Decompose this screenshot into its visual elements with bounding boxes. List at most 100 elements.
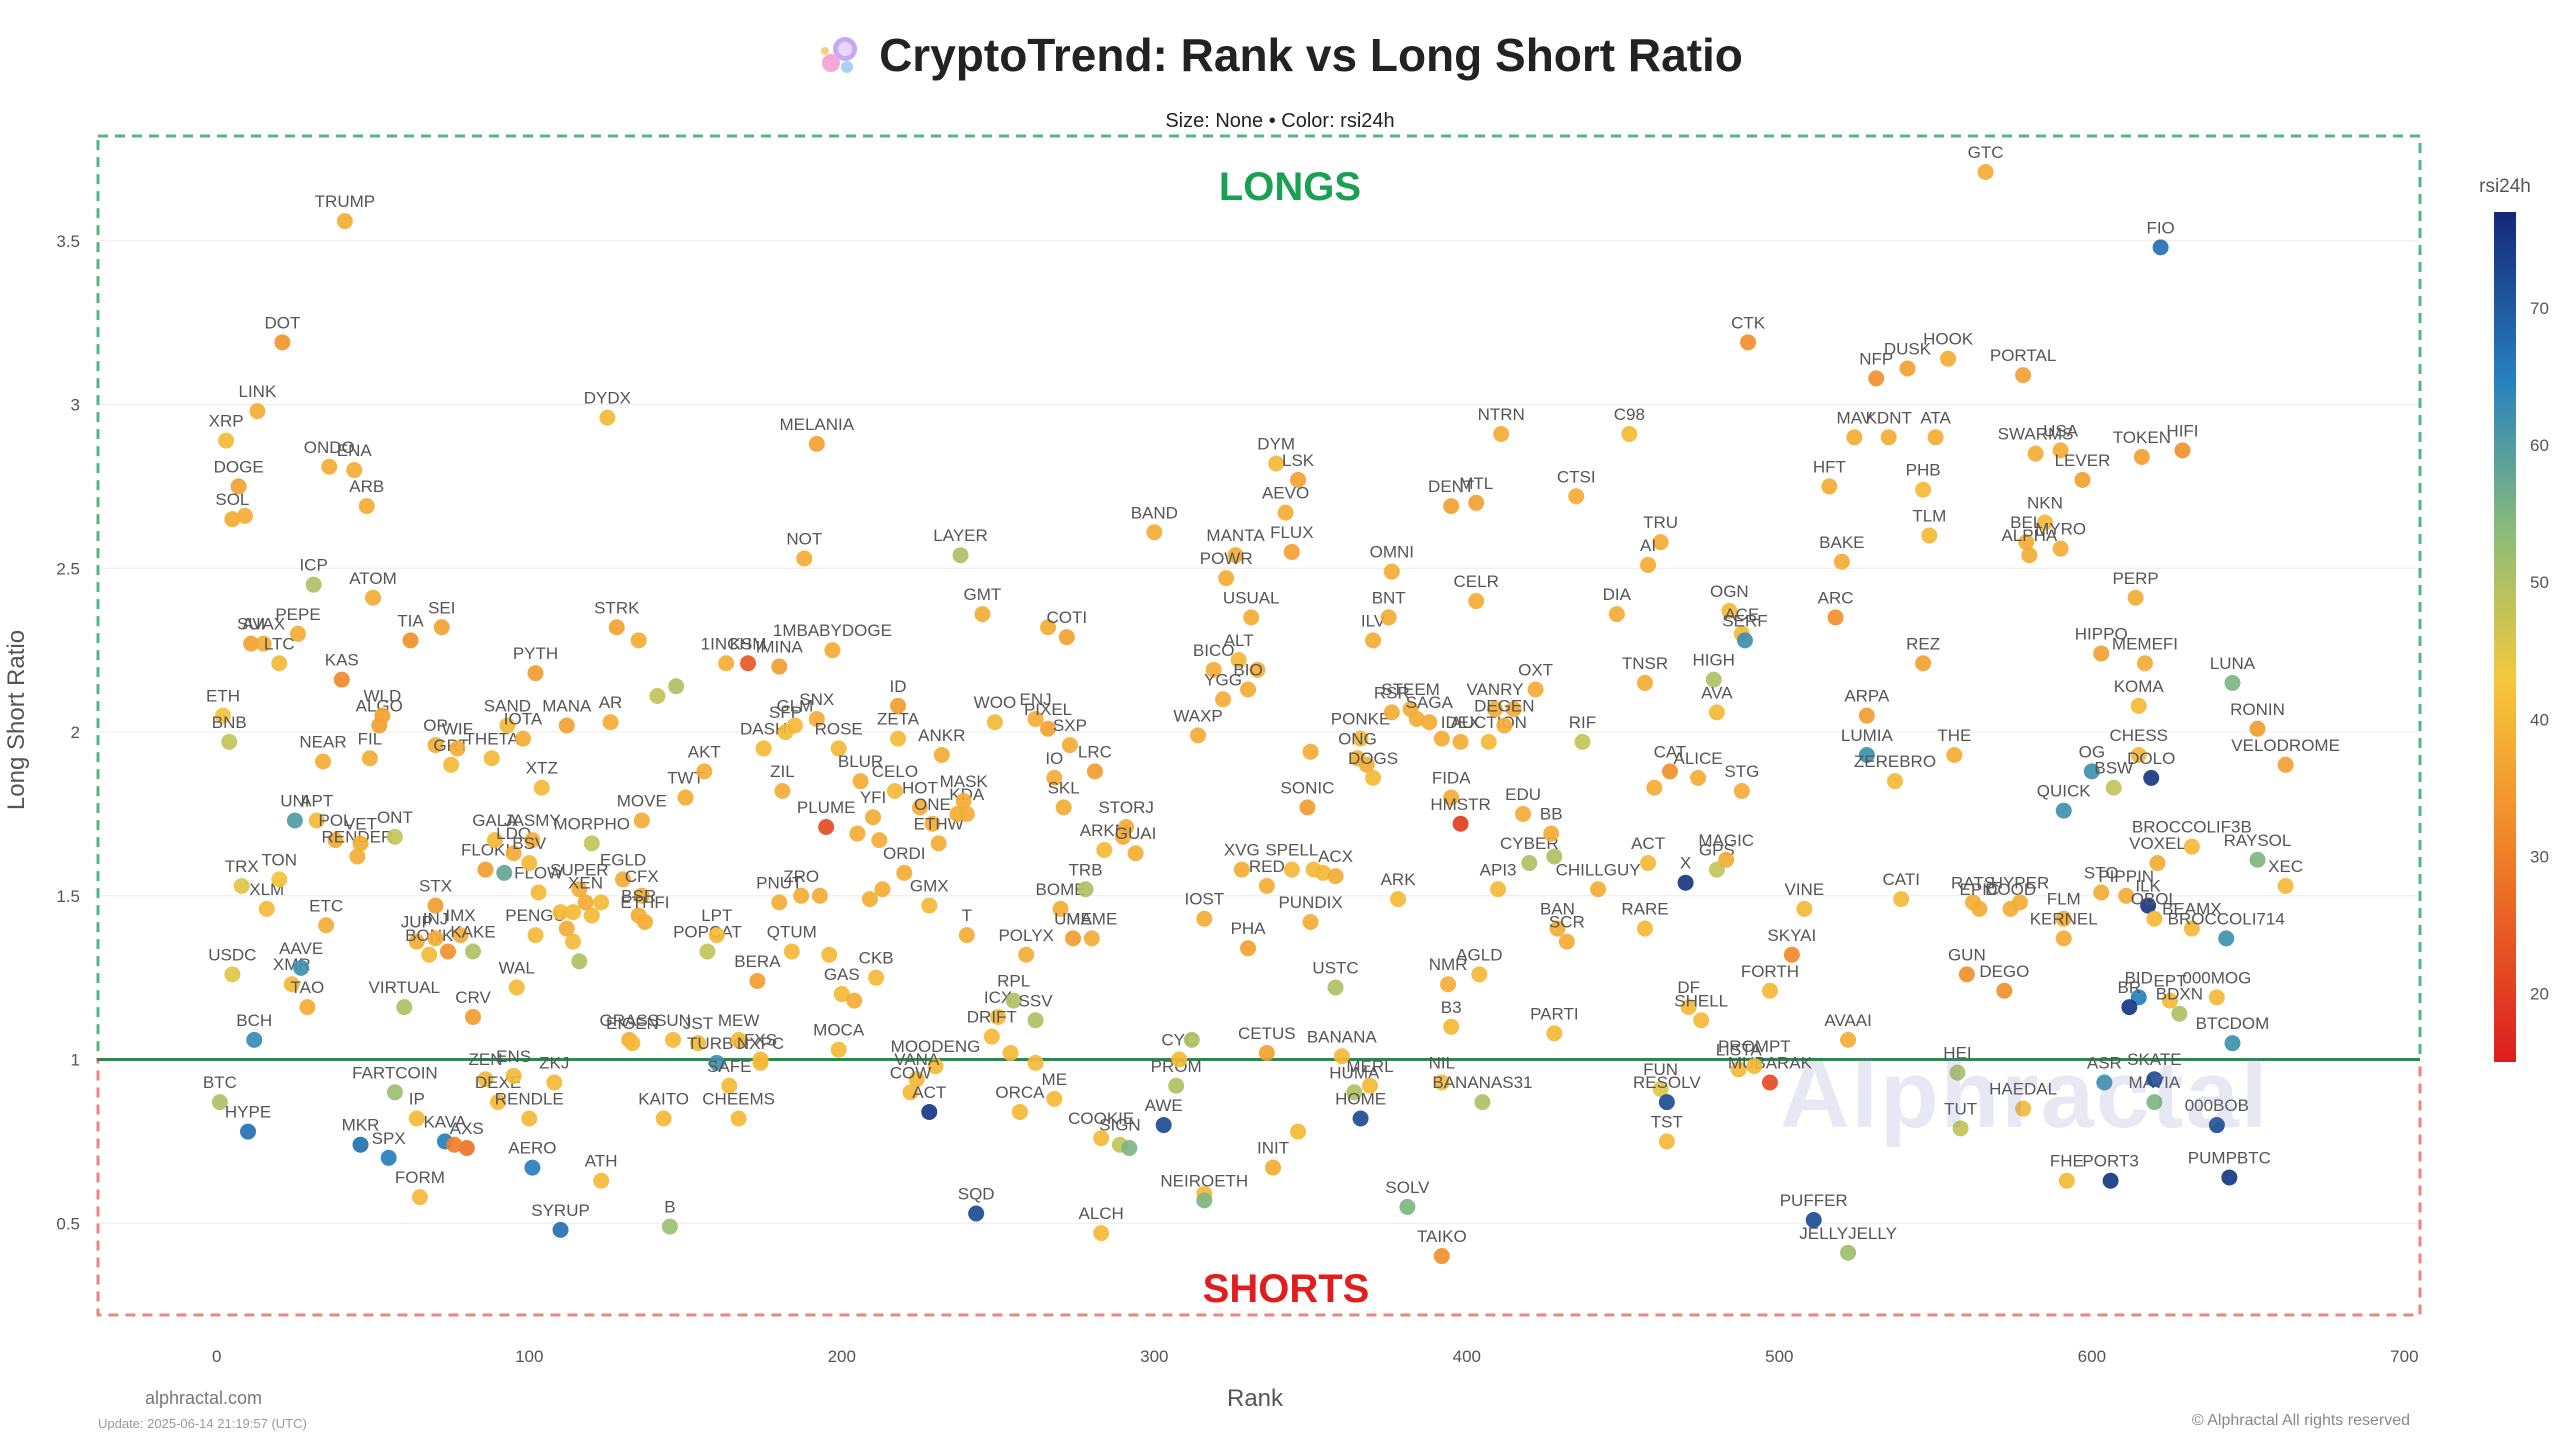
point-label: KAVA <box>423 1112 466 1131</box>
point-gal <box>1315 864 1332 881</box>
point-gtc <box>1977 164 1994 181</box>
point-label: DUSK <box>1884 340 1932 359</box>
point-label: TON <box>261 850 297 869</box>
point-label: SOL <box>215 490 249 509</box>
point-label: TRUMP <box>315 192 375 211</box>
colorbar <box>2494 212 2516 1062</box>
point-guai <box>1127 845 1144 862</box>
point-label: FORM <box>395 1168 445 1187</box>
point-label: AEVO <box>1262 484 1309 503</box>
point-label: NEIROETH <box>1160 1171 1248 1190</box>
point-label: APT <box>300 791 333 810</box>
point-label: SIGN <box>1099 1116 1141 1135</box>
point-label: IDEX <box>1441 713 1481 732</box>
point-b3 <box>1443 1018 1460 1035</box>
point-zen <box>477 1071 494 1088</box>
point-ban <box>1549 920 1566 937</box>
point-label: SKYAI <box>1767 926 1816 945</box>
point-label: RIF <box>1569 713 1596 732</box>
point-label: SEI <box>428 598 455 617</box>
bubbles-logo-icon <box>821 37 858 73</box>
point-label: INJ <box>423 909 449 928</box>
point-label: ATH <box>585 1152 618 1171</box>
point-label: JASMY <box>504 811 561 830</box>
point-label: CETUS <box>1238 1024 1296 1043</box>
point-nil <box>1433 1074 1450 1091</box>
point-lsk <box>1290 471 1307 488</box>
point-yfi <box>865 809 882 826</box>
point-label: XRP <box>209 412 244 431</box>
point-aero <box>524 1159 541 1176</box>
point-label: HUMA <box>1329 1063 1380 1082</box>
point-label: ARC <box>1818 588 1854 607</box>
point-label: PHA <box>1231 919 1267 938</box>
point-label: BAND <box>1131 503 1178 522</box>
point-df <box>1680 999 1697 1016</box>
point-kdnt <box>1880 429 1897 446</box>
point-knc <box>1433 730 1450 747</box>
point-label: SHELL <box>1674 991 1728 1010</box>
point-cow <box>902 1084 919 1101</box>
point-label: HOT <box>902 778 938 797</box>
point-powr <box>1218 570 1235 587</box>
point-magic <box>1718 851 1735 868</box>
point-label: BCH <box>236 1011 272 1030</box>
point-label: SKL <box>1048 778 1080 797</box>
point-ondo <box>321 458 338 475</box>
point-label: BANANAS31 <box>1432 1073 1532 1092</box>
point-not2 <box>1358 756 1375 773</box>
point-op <box>427 737 444 754</box>
point-bb <box>1543 825 1560 842</box>
point-label: AKT <box>688 742 721 761</box>
point-move <box>633 812 650 829</box>
point-celo <box>886 783 903 799</box>
point-label: ETH <box>206 687 240 706</box>
point-label: OMNI <box>1370 543 1414 562</box>
point-popcat <box>699 943 716 960</box>
point-label: BROCCOLIF3B <box>2132 818 2252 837</box>
point-lista <box>1730 1061 1747 1078</box>
point-label: WIF <box>442 719 473 738</box>
point-jasmy <box>524 832 541 849</box>
point-label: EPIC <box>1960 880 2000 899</box>
point-label: SFP <box>769 703 802 722</box>
point-inj <box>427 930 444 947</box>
point-label: BERA <box>734 952 781 971</box>
point-label: TAO <box>291 978 325 997</box>
point-jup <box>408 933 425 950</box>
point-label: PROMPT <box>1718 1037 1791 1056</box>
point-label: NEAR <box>299 733 346 752</box>
point-label: PENGU <box>505 906 565 925</box>
point-pixel <box>1040 720 1057 737</box>
point-label: GUN <box>1948 945 1986 964</box>
point-label: SCR <box>1549 913 1585 932</box>
point-jst <box>690 1035 707 1052</box>
point-sei <box>433 619 450 636</box>
point-mtl <box>1468 494 1485 511</box>
point-fxs <box>752 1051 769 1068</box>
point-form <box>411 1189 428 1206</box>
point-hifi <box>2174 442 2191 459</box>
point-bsw <box>2105 779 2122 796</box>
point-label: ATOM <box>349 569 397 588</box>
point-label: LPT <box>701 906 732 925</box>
point-label: ALCH <box>1078 1204 1123 1223</box>
point-jto <box>496 864 513 881</box>
point-label: EPT <box>2153 972 2186 991</box>
point-trx <box>233 877 250 894</box>
point-degen <box>1496 717 1513 734</box>
point-label: CAT <box>1654 742 1687 761</box>
point-label: CELO <box>872 762 918 781</box>
point-ethw <box>930 835 947 852</box>
point-port3 <box>2102 1172 2119 1189</box>
point-label: MANA <box>542 697 592 716</box>
point-label: SUI <box>237 615 265 634</box>
point-label: KOMA <box>2114 677 2165 696</box>
x-tick-label: 400 <box>1453 1347 1481 1366</box>
point-ada <box>236 507 253 524</box>
chart-subtitle: Size: None • Color: rsi24h <box>1165 110 1395 132</box>
point-snx <box>808 710 825 727</box>
point-label: BTCDOM <box>2196 1014 2270 1033</box>
point-label: SAFE <box>707 1057 751 1076</box>
point-sol <box>224 511 241 528</box>
